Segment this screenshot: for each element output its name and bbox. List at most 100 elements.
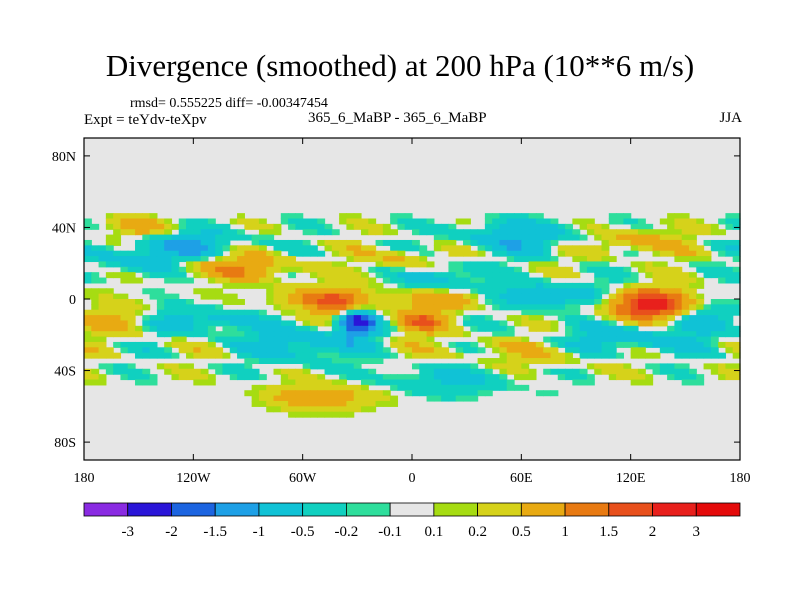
field-cell xyxy=(565,331,573,338)
field-cell xyxy=(339,347,347,354)
field-cell xyxy=(375,390,384,397)
field-cell xyxy=(397,379,406,386)
field-cell xyxy=(215,309,224,316)
field-cell xyxy=(499,288,508,295)
field-cell xyxy=(375,320,384,327)
field-cell xyxy=(142,341,151,348)
field-cell xyxy=(280,325,289,332)
field-cell xyxy=(448,304,457,311)
field-cell xyxy=(477,384,486,391)
field-cell xyxy=(499,352,508,359)
field-cell xyxy=(535,266,544,273)
field-cell xyxy=(594,288,603,295)
field-cell xyxy=(455,390,464,397)
field-cell xyxy=(499,282,508,289)
field-cell xyxy=(608,309,617,316)
field-cell xyxy=(317,299,326,305)
field-cell xyxy=(222,256,231,263)
field-cell xyxy=(237,320,245,327)
field-cell xyxy=(266,256,275,263)
field-cell xyxy=(528,352,537,359)
field-cell xyxy=(113,309,122,316)
field-cell xyxy=(637,315,646,322)
field-cell xyxy=(550,256,559,263)
field-cell xyxy=(492,245,501,252)
field-cell xyxy=(288,261,296,268)
field-cell xyxy=(557,358,566,364)
field-cell xyxy=(346,320,355,327)
field-cell xyxy=(353,320,362,327)
field-cell xyxy=(514,266,522,273)
field-cell xyxy=(215,363,224,370)
field-cell xyxy=(382,400,391,407)
field-cell xyxy=(331,368,340,375)
field-cell xyxy=(215,347,224,354)
field-cell xyxy=(331,341,340,348)
field-cell xyxy=(346,266,355,273)
field-cell xyxy=(120,325,129,332)
field-cell xyxy=(645,288,654,295)
field-cell xyxy=(543,304,552,311)
field-cell xyxy=(207,379,216,386)
field-cell xyxy=(222,352,231,359)
field-cell xyxy=(470,277,479,284)
field-cell xyxy=(565,272,573,279)
field-cell xyxy=(645,261,654,268)
field-cell xyxy=(193,331,202,338)
field-cell xyxy=(171,261,180,268)
field-cell xyxy=(637,261,646,268)
field-cell xyxy=(550,288,559,295)
field-cell xyxy=(207,239,216,246)
field-cell xyxy=(492,325,501,332)
field-cell xyxy=(382,256,391,263)
field-cell xyxy=(681,272,690,279)
field-cell xyxy=(105,288,114,295)
field-cell xyxy=(514,223,522,230)
field-cell xyxy=(288,379,296,386)
field-cell xyxy=(317,390,326,397)
field-cell xyxy=(317,336,326,343)
field-cell xyxy=(492,234,501,241)
field-cell xyxy=(477,315,486,322)
field-cell xyxy=(696,218,705,225)
field-cell xyxy=(324,299,333,305)
field-cell xyxy=(353,256,362,263)
field-cell xyxy=(725,368,734,375)
field-cell xyxy=(295,288,304,295)
field-cell xyxy=(652,315,661,322)
field-cell xyxy=(331,277,340,284)
field-cell xyxy=(535,315,544,322)
field-cell xyxy=(499,374,508,381)
field-cell xyxy=(579,352,588,359)
field-cell xyxy=(331,331,340,338)
field-cell xyxy=(266,390,275,397)
field-cell xyxy=(623,229,632,236)
field-cell xyxy=(630,352,639,359)
field-cell xyxy=(557,229,566,236)
field-cell xyxy=(324,384,333,391)
field-cell xyxy=(258,277,267,284)
field-cell xyxy=(412,218,420,225)
field-cell xyxy=(637,239,646,246)
field-cell xyxy=(295,293,304,300)
field-cell xyxy=(674,320,683,327)
field-cell xyxy=(557,282,566,289)
field-cell xyxy=(105,250,114,257)
field-cell xyxy=(397,315,406,322)
field-cell xyxy=(630,223,639,230)
field-cell xyxy=(273,293,282,300)
field-cell xyxy=(645,363,654,370)
field-cell xyxy=(441,315,450,322)
field-cell xyxy=(142,245,151,252)
field-cell xyxy=(273,320,282,327)
field-cell xyxy=(586,315,595,322)
field-cell xyxy=(412,374,420,381)
field-cell xyxy=(127,325,136,332)
field-cell xyxy=(463,266,471,273)
field-cell xyxy=(324,363,333,370)
field-cell xyxy=(608,341,617,348)
field-cell xyxy=(732,299,741,305)
field-cell xyxy=(127,256,136,263)
field-cell xyxy=(178,374,187,381)
field-cell xyxy=(251,272,260,279)
